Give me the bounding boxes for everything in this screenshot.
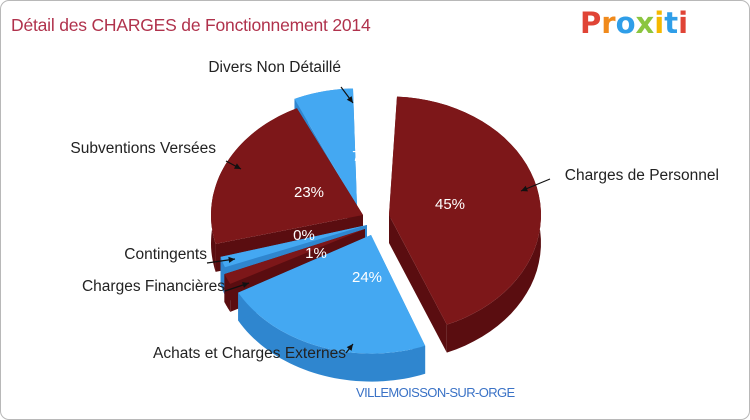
- pct-subventions-versees: 23%: [294, 184, 324, 201]
- slice-top: [224, 229, 365, 284]
- leader-arrow: [346, 344, 353, 351]
- slice-achats-et-charges-externes: [238, 235, 426, 382]
- place-name: VILLEMOISSON-SUR-ORGE: [356, 385, 515, 400]
- slice-labels: Charges de Personnel Achats et Charges Ex…: [70, 59, 719, 362]
- leader-arrow: [228, 256, 235, 263]
- pct-charges-financieres: 1%: [305, 245, 327, 262]
- label-subventions-versees: Subventions Versées: [70, 140, 216, 157]
- label-divers-non-detaille: Divers Non Détaillé: [208, 59, 341, 76]
- proxiti-logo: Proxiti: [580, 6, 688, 40]
- pct-achats-et-charges-externes: 24%: [352, 269, 382, 286]
- pie-slices: [211, 88, 541, 382]
- slice-percentages: 45% 24% 1%0% 23% 7%: [293, 148, 465, 286]
- slice-edge: [389, 215, 447, 353]
- slice-top: [389, 96, 541, 325]
- slice-top: [211, 108, 363, 244]
- leader-lines: [206, 86, 551, 354]
- chart-title: Détail des CHARGES de Fonctionnement 201…: [11, 15, 371, 35]
- slice-top: [220, 225, 367, 268]
- slice-charges-de-personnel: [389, 96, 541, 353]
- label-contingents: Contingents: [124, 246, 207, 263]
- leader-arrow: [242, 282, 249, 288]
- leader-arrow: [234, 163, 241, 169]
- slice-top: [294, 88, 357, 207]
- pct-charges-de-personnel: 45%: [435, 196, 465, 213]
- slice-wall: [238, 292, 426, 382]
- label-charges-financieres: Charges Financières: [82, 278, 225, 295]
- svg-text:Proxiti: Proxiti: [580, 6, 688, 40]
- leader-arrow: [346, 96, 353, 103]
- leader-arrow: [521, 185, 528, 192]
- slice-top: [238, 235, 426, 354]
- label-achats-et-charges-externes: Achats et Charges Externes: [153, 345, 346, 362]
- pct-divers-non-detaille: 7%: [352, 148, 374, 165]
- pct-contingents: 0%: [293, 227, 315, 244]
- label-charges-de-personnel: Charges de Personnel: [565, 167, 719, 184]
